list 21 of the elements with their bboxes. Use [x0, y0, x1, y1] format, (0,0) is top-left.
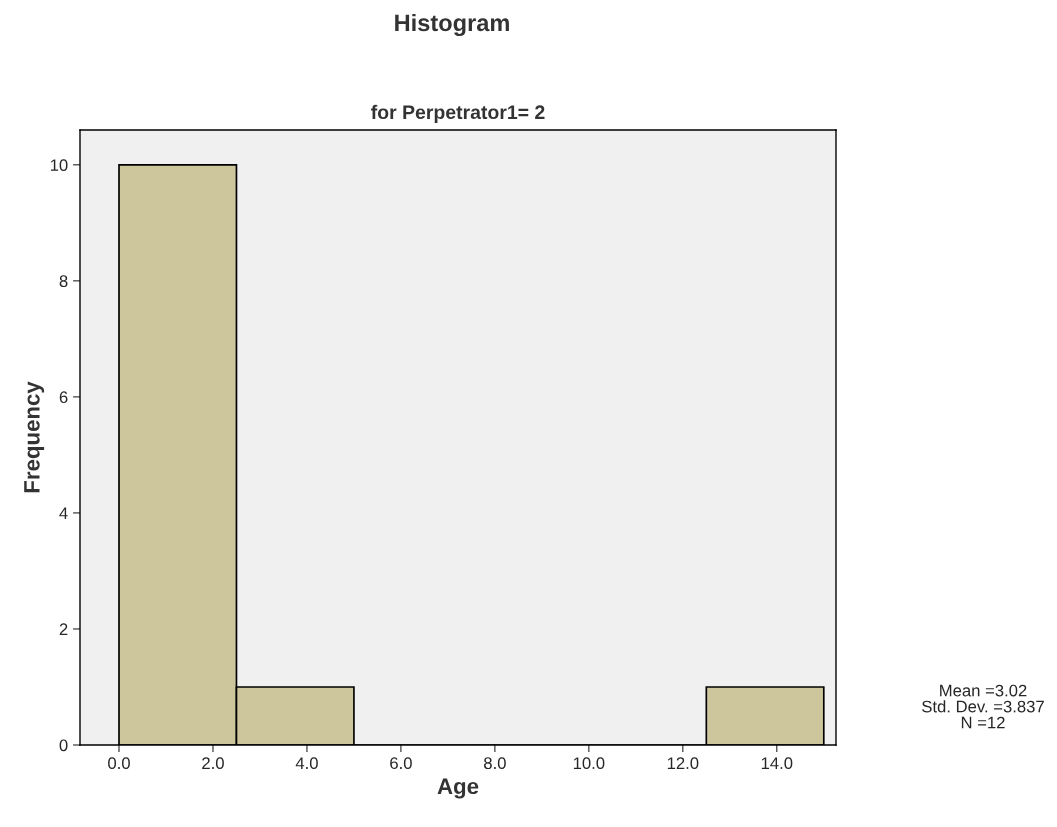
x-tick-label: 12.0 — [667, 757, 699, 770]
x-axis-title: Age — [437, 778, 479, 799]
x-tick-label: 8.0 — [484, 757, 506, 770]
text: Std. Dev. =3.837 — [922, 700, 1044, 713]
y-axis-title: Frequency — [24, 381, 45, 493]
chart-title: Histogram — [395, 13, 509, 37]
text: Mean =3.02 — [940, 684, 1027, 697]
y-tick-label: 6 — [59, 391, 68, 404]
x-tick-label: 2.0 — [202, 757, 224, 770]
chart-subtitle: for Perpetrator1= 2 — [371, 104, 545, 123]
x-tick-label: 10.0 — [573, 757, 605, 770]
x-tick-label: 4.0 — [295, 757, 318, 770]
y-tick-label: 10 — [50, 159, 68, 172]
x-tick-label: 14.0 — [761, 757, 793, 770]
y-tick-label: 2 — [59, 623, 68, 635]
x-tick-label: 0.0 — [108, 757, 130, 770]
y-tick-label: 0 — [59, 739, 68, 752]
text: N =12 — [961, 716, 1005, 729]
x-tick-label: 6.0 — [390, 757, 412, 770]
y-tick-label: 4 — [59, 507, 68, 519]
y-tick-label: 8 — [59, 275, 68, 288]
